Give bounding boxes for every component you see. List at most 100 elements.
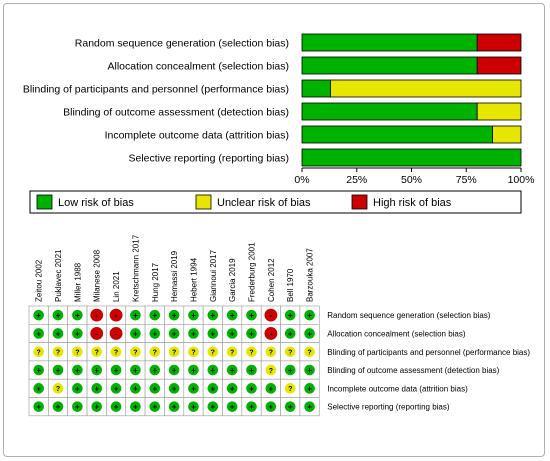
judgement-symbol: ?	[56, 350, 60, 357]
judgement-circle	[246, 401, 257, 412]
judgement-circle	[52, 346, 64, 358]
judgement-circle	[265, 383, 277, 394]
judgement-symbol: +	[172, 403, 177, 412]
judgement-circle	[72, 383, 83, 394]
domain-label: Allocation concealment (selection bias)	[327, 329, 466, 338]
study-name-label: Cohen 2012	[267, 258, 276, 302]
judgement-circle	[110, 401, 122, 412]
legend-swatch	[351, 194, 368, 210]
judgement-circle	[33, 401, 44, 412]
judgement-symbol: +	[133, 311, 138, 320]
bar-category-label: Allocation concealment (selection bias)	[107, 61, 289, 73]
judgement-symbol: +	[114, 403, 119, 412]
bar-segment	[476, 33, 522, 52]
judgement-symbol: +	[307, 403, 312, 412]
judgement-circle	[264, 327, 278, 340]
legend-swatch	[36, 194, 53, 210]
judgement-symbol: +	[133, 403, 138, 412]
judgement-symbol: +	[36, 366, 41, 375]
judgement-symbol: ?	[56, 386, 60, 393]
judgement-symbol: ?	[191, 350, 195, 357]
judgement-circle	[168, 383, 180, 394]
judgement-symbol: +	[152, 366, 157, 375]
judgement-symbol: +	[94, 403, 99, 412]
judgement-symbol: +	[133, 384, 138, 393]
judgement-symbol: +	[249, 403, 254, 412]
judgement-symbol: +	[249, 311, 254, 320]
judgement-circle	[91, 401, 103, 412]
x-tick-label: 75%	[456, 174, 477, 186]
judgement-symbol: +	[230, 366, 235, 375]
judgement-symbol: +	[133, 366, 138, 375]
study-name-label: Puklavec 2021	[54, 249, 63, 302]
judgement-symbol: +	[56, 329, 61, 338]
judgement-circle	[188, 346, 199, 358]
judgement-circle	[226, 364, 238, 376]
bar-segment	[301, 148, 522, 167]
judgement-circle	[168, 401, 180, 412]
judgement-symbol: +	[36, 329, 41, 338]
judgement-circle	[33, 328, 44, 339]
judgement-circle	[130, 309, 141, 321]
legend: Low risk of bias Unclear risk of bias High…	[29, 190, 522, 214]
judgement-symbol: +	[75, 384, 80, 393]
judgement-symbol: ?	[95, 350, 99, 357]
judgement-symbol: +	[249, 329, 254, 338]
judgement-symbol: ?	[249, 350, 253, 357]
study-name-label: Kretschmann 2017	[131, 234, 140, 302]
judgement-circle	[207, 364, 219, 376]
judgement-symbol: ?	[133, 350, 137, 357]
judgement-circle	[304, 401, 315, 412]
judgement-symbol: +	[288, 366, 293, 375]
study-name-label: Frederburg 2001	[248, 242, 257, 302]
judgement-circle	[52, 328, 64, 339]
judgement-symbol: +	[210, 403, 215, 412]
judgement-symbol: +	[191, 329, 196, 338]
judgement-circle	[168, 328, 180, 339]
judgement-symbol: +	[114, 366, 119, 375]
bar-category-label: Random sequence generation (selection bi…	[75, 38, 289, 50]
judgement-symbol: +	[288, 403, 293, 412]
judgement-circle	[207, 328, 219, 339]
judgement-symbol: +	[210, 311, 215, 320]
judgement-symbol: +	[307, 311, 312, 320]
judgement-symbol: ?	[172, 350, 176, 357]
judgement-circle	[188, 328, 199, 339]
judgement-circle	[72, 328, 83, 339]
judgement-symbol: -	[95, 329, 98, 338]
judgement-symbol: +	[269, 384, 274, 393]
judgement-circle	[91, 383, 103, 394]
judgement-symbol: +	[307, 384, 312, 393]
judgement-symbol: +	[36, 384, 41, 393]
judgement-circle	[207, 346, 219, 358]
bar-segment	[301, 56, 478, 75]
judgement-circle	[188, 364, 199, 376]
judgement-circle	[284, 401, 296, 412]
judgement-circle	[72, 346, 83, 358]
judgement-circle	[304, 364, 315, 376]
judgement-symbol: +	[230, 311, 235, 320]
judgement-symbol: +	[288, 311, 293, 320]
study-name-label: Bell 1970	[286, 268, 295, 302]
judgement-circle	[265, 401, 277, 412]
judgement-symbol: ?	[307, 350, 311, 357]
judgement-symbol: +	[75, 403, 80, 412]
judgement-symbol: +	[172, 384, 177, 393]
judgement-symbol: +	[133, 329, 138, 338]
judgement-symbol: +	[191, 366, 196, 375]
judgement-circle	[304, 383, 315, 394]
judgement-circle	[207, 401, 219, 412]
judgement-symbol: +	[75, 366, 80, 375]
risk-of-bias-summary-chart: Random sequence generation (selection bi…	[23, 33, 535, 186]
judgement-circle	[265, 346, 277, 358]
judgement-symbol: +	[230, 384, 235, 393]
judgement-circle	[130, 346, 141, 358]
judgement-circle	[130, 328, 141, 339]
judgement-circle	[149, 401, 161, 412]
judgement-symbol: +	[56, 366, 61, 375]
x-tick-label: 100%	[508, 174, 535, 186]
bar-segment	[301, 125, 493, 144]
judgement-circle	[33, 383, 44, 394]
judgement-circle	[149, 346, 161, 358]
